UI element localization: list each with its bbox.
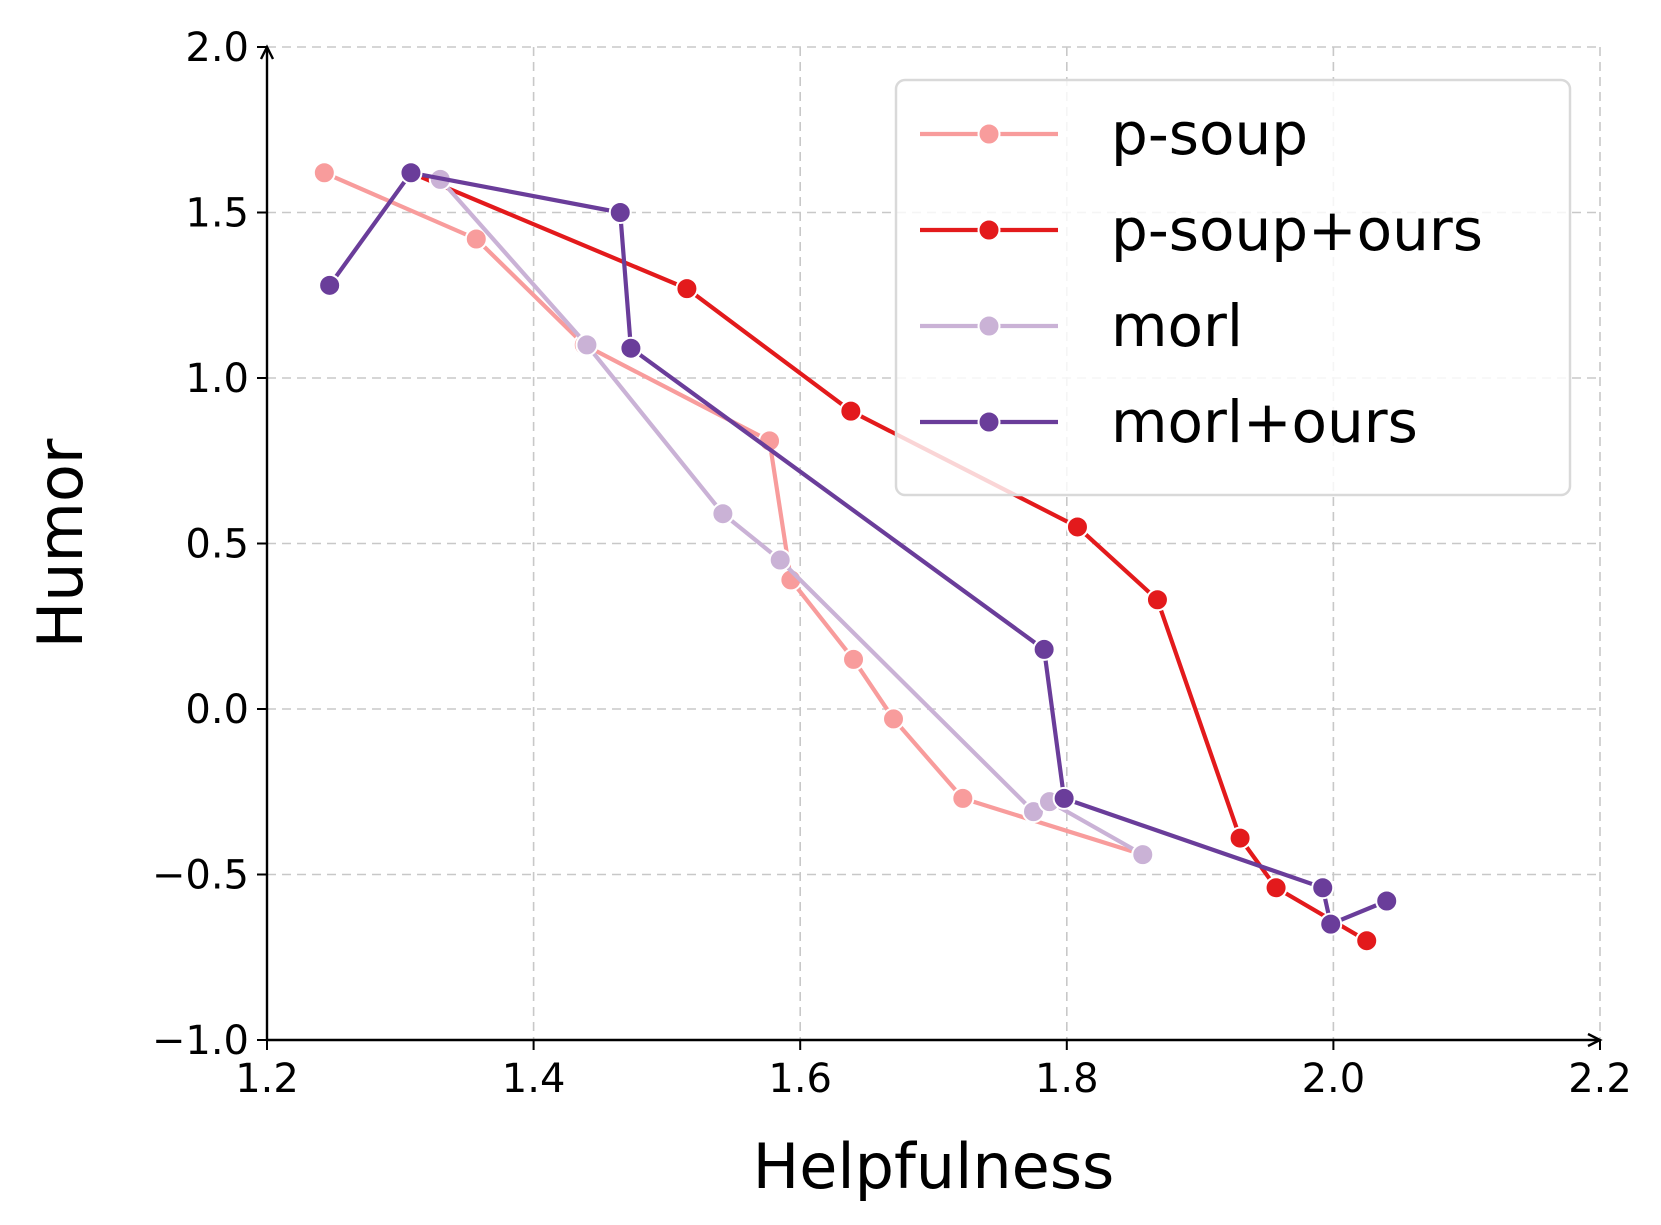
data-point	[768, 548, 792, 572]
x-tick-label: 2.2	[1568, 1056, 1632, 1102]
legend-swatch-marker	[977, 314, 1001, 338]
data-point	[839, 399, 863, 423]
legend-swatch-marker	[977, 218, 1001, 242]
legend-label: morl	[1111, 292, 1243, 360]
y-tick-label: 2.0	[185, 25, 249, 71]
y-tick-label: −1.0	[152, 1018, 249, 1064]
data-point	[1228, 826, 1252, 850]
data-point	[399, 161, 423, 185]
data-point	[1355, 929, 1379, 953]
legend-item: morl+ours	[920, 388, 1418, 456]
ticks: 1.2 1.4 1.6 1.8 2.0 2.2 −1.0 −0.5 0.0 0.5 1.0 1.5 2.…	[152, 25, 1632, 1102]
data-point	[842, 647, 866, 671]
series-morl-ours	[318, 161, 1399, 936]
y-tick-label: 1.5	[185, 191, 249, 237]
data-point	[1131, 843, 1155, 867]
legend: p-soup p-soup+ours morl morl+ours	[894, 78, 1572, 497]
data-point	[312, 161, 336, 185]
x-tick-label: 1.4	[502, 1056, 566, 1102]
legend-label: p-soup+ours	[1111, 196, 1483, 264]
x-tick-label: 1.2	[235, 1056, 299, 1102]
y-axis-title: Humor	[24, 438, 97, 648]
legend-item: p-soup	[920, 100, 1308, 168]
data-point	[1375, 889, 1399, 913]
legend-item: p-soup+ours	[920, 196, 1483, 264]
legend-label: p-soup	[1111, 100, 1308, 168]
legend-item: morl	[920, 292, 1243, 360]
data-point	[951, 786, 975, 810]
data-point	[1052, 786, 1076, 810]
y-tick-label: 0.0	[185, 687, 249, 733]
data-point	[619, 336, 643, 360]
data-point	[575, 333, 599, 357]
y-tick-label: 1.0	[185, 356, 249, 402]
data-point	[711, 502, 735, 526]
series-morl	[428, 167, 1155, 867]
data-point	[1311, 876, 1335, 900]
data-point	[1319, 912, 1343, 936]
data-point	[608, 201, 632, 224]
data-point	[1032, 637, 1056, 661]
data-point	[675, 277, 699, 301]
x-tick-label: 1.6	[768, 1056, 832, 1102]
legend-swatch-marker	[977, 410, 1001, 434]
legend-swatch-marker	[977, 122, 1001, 146]
y-tick-label: −0.5	[152, 853, 249, 899]
legend-box	[894, 78, 1572, 497]
series-layer	[312, 161, 1399, 953]
y-tick-label: 0.5	[185, 522, 249, 568]
data-point	[464, 227, 488, 251]
legend-label: morl+ours	[1111, 388, 1418, 456]
data-point	[318, 273, 342, 297]
data-point	[1145, 588, 1169, 612]
x-tick-label: 1.8	[1035, 1056, 1099, 1102]
x-axis-title: Helpfulness	[753, 1130, 1115, 1203]
x-tick-label: 2.0	[1302, 1056, 1366, 1102]
data-point	[882, 707, 906, 731]
data-point	[1264, 876, 1288, 900]
data-point	[1065, 515, 1089, 539]
